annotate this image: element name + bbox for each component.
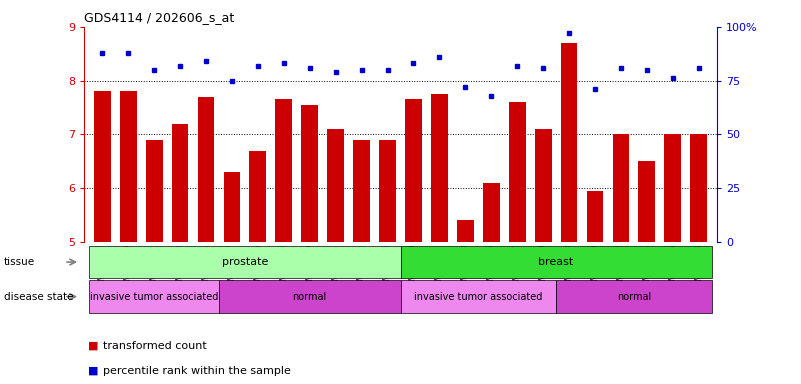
Text: disease state: disease state <box>4 291 74 302</box>
Text: invasive tumor associated: invasive tumor associated <box>414 291 542 302</box>
Bar <box>198 97 215 242</box>
Bar <box>353 140 370 242</box>
Bar <box>328 129 344 242</box>
Text: normal: normal <box>292 291 327 302</box>
Bar <box>457 220 473 242</box>
Bar <box>690 134 707 242</box>
Bar <box>171 124 188 242</box>
Text: ■: ■ <box>88 341 102 351</box>
Bar <box>613 134 630 242</box>
Bar <box>146 140 163 242</box>
Bar <box>379 140 396 242</box>
Text: ■: ■ <box>88 366 102 376</box>
Bar <box>664 134 681 242</box>
Bar <box>276 99 292 242</box>
Bar <box>405 99 422 242</box>
Text: tissue: tissue <box>4 257 35 267</box>
Text: normal: normal <box>617 291 651 302</box>
Text: breast: breast <box>538 257 574 267</box>
Bar <box>638 161 655 242</box>
Text: GDS4114 / 202606_s_at: GDS4114 / 202606_s_at <box>84 12 235 25</box>
Bar <box>561 43 578 242</box>
Text: invasive tumor associated: invasive tumor associated <box>90 291 219 302</box>
Bar <box>535 129 552 242</box>
Bar <box>431 94 448 242</box>
Bar <box>586 191 603 242</box>
Bar <box>94 91 111 242</box>
Text: percentile rank within the sample: percentile rank within the sample <box>103 366 291 376</box>
Bar <box>301 105 318 242</box>
Bar <box>120 91 137 242</box>
Bar <box>223 172 240 242</box>
Text: transformed count: transformed count <box>103 341 207 351</box>
Text: prostate: prostate <box>222 257 268 267</box>
Bar <box>249 151 266 242</box>
Bar <box>509 102 525 242</box>
Bar <box>483 183 500 242</box>
